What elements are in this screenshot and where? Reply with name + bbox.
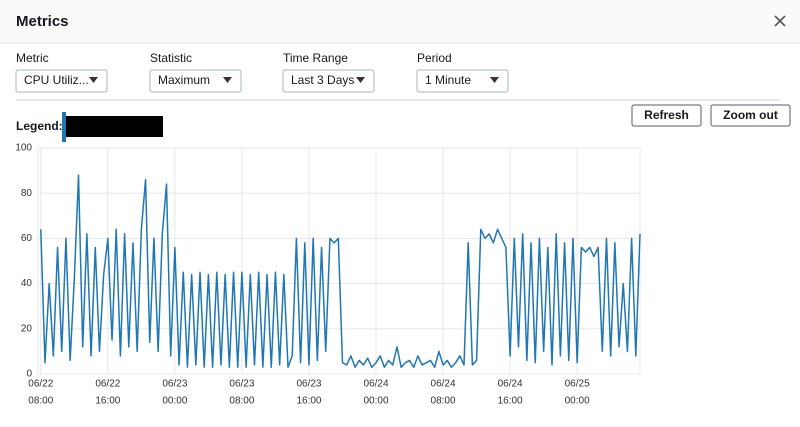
x-tick-date: 06/24	[363, 379, 388, 390]
legend-swatch	[62, 112, 66, 142]
x-tick-date: 06/23	[296, 379, 321, 390]
control-label: Statistic	[150, 51, 192, 65]
y-tick-label: 60	[21, 233, 33, 244]
dropdown-value[interactable]: Maximum	[158, 73, 210, 87]
data-line	[40, 174, 641, 368]
x-tick-time: 00:00	[565, 396, 590, 407]
dropdown-box[interactable]	[416, 69, 509, 93]
chart: 0 20 40 60 80 100 06/22 08:00 06/22 16:00 06/23 00:…	[15, 143, 641, 407]
x-tick-date: 06/24	[498, 379, 523, 390]
dropdown[interactable]: Maximum	[149, 69, 242, 93]
controls: Metric CPU Utiliz... Statistic Maximum Time …	[15, 51, 509, 93]
y-tick-label: 40	[21, 278, 33, 289]
x-tick-time: 08:00	[431, 396, 456, 407]
dropdown-arrow[interactable]	[223, 77, 232, 83]
x-tick-time: 00:00	[363, 396, 388, 407]
x-tick-date: 06/25	[565, 379, 590, 390]
x-tick-time: 16:00	[296, 396, 321, 407]
y-tick-label: 100	[15, 143, 32, 154]
dropdown-box[interactable]	[282, 69, 375, 93]
x-tick-date: 06/22	[28, 379, 53, 390]
dialog-title: Metrics	[16, 13, 69, 30]
x-tick-time: 08:00	[28, 396, 53, 407]
x-tick-date: 06/23	[229, 379, 254, 390]
x-tick-date: 06/22	[95, 379, 120, 390]
dropdown[interactable]: Last 3 Days	[282, 69, 375, 93]
legend-redacted	[66, 116, 163, 137]
control-label: Metric	[16, 51, 49, 65]
button-label[interactable]: Zoom out	[723, 108, 778, 122]
x-tick-time: 16:00	[95, 396, 120, 407]
dropdown-box[interactable]	[15, 69, 108, 93]
dropdown-arrow[interactable]	[490, 77, 499, 83]
refresh-button[interactable]: Refresh	[631, 104, 702, 127]
dropdown-value[interactable]: 1 Minute	[425, 73, 471, 87]
close-button[interactable]	[774, 15, 786, 27]
dropdown-arrow[interactable]	[356, 77, 365, 83]
x-tick-time: 00:00	[162, 396, 187, 407]
dropdown-box[interactable]	[149, 69, 242, 93]
dropdown[interactable]: CPU Utiliz...	[15, 69, 108, 93]
y-tick-label: 0	[26, 369, 32, 380]
dropdown[interactable]: 1 Minute	[416, 69, 509, 93]
x-tick-date: 06/23	[162, 379, 187, 390]
control-label: Time Range	[283, 51, 348, 65]
y-tick-label: 20	[21, 323, 33, 334]
dropdown-arrow[interactable]	[89, 77, 98, 83]
control-label: Period	[417, 51, 452, 65]
dropdown-value[interactable]: CPU Utiliz...	[24, 73, 89, 87]
x-tick-time: 16:00	[498, 396, 523, 407]
x-tick-date: 06/24	[431, 379, 456, 390]
header-bg	[0, 0, 800, 43]
dropdown-value[interactable]: Last 3 Days	[291, 73, 354, 87]
x-tick-time: 08:00	[229, 396, 254, 407]
button-label[interactable]: Refresh	[644, 108, 689, 122]
zoom-out-button[interactable]: Zoom out	[710, 104, 791, 127]
legend-label: Legend:	[16, 119, 63, 133]
y-tick-label: 80	[21, 188, 33, 199]
